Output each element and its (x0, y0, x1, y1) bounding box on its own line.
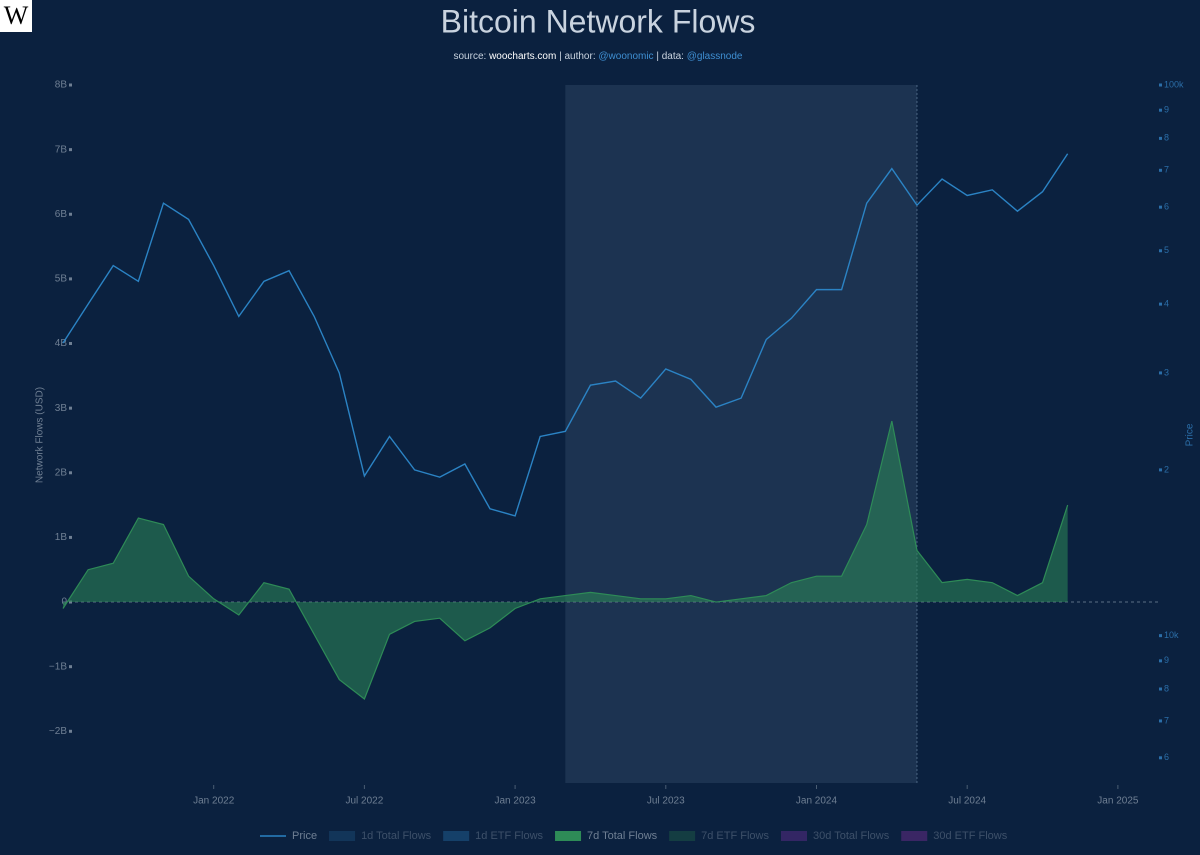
logo: W (4, 1, 29, 30)
subtitle-link[interactable]: @glassnode (687, 51, 743, 62)
y-tick-label: −2B (49, 726, 67, 737)
y2-tick-label: 7 (1164, 715, 1169, 725)
subtitle-link[interactable]: woocharts.com (488, 51, 556, 62)
y2-tick-label: 5 (1164, 245, 1169, 255)
legend-label: 1d Total Flows (361, 830, 432, 842)
y2-tick-mark (1159, 108, 1162, 112)
y-tick-mark (69, 665, 72, 669)
x-tick-label: Jan 2023 (495, 796, 537, 807)
y2-tick-label: 100k (1164, 79, 1184, 89)
y-tick-mark (69, 406, 72, 410)
y2-tick-label: 2 (1164, 464, 1169, 474)
y2-tick-label: 8 (1164, 683, 1169, 693)
y-tick-mark (69, 471, 72, 475)
y-tick-label: 3B (55, 403, 68, 414)
legend-item[interactable]: Price (260, 830, 317, 842)
chart-subtitle: source: woocharts.com | author: @woonomi… (453, 51, 742, 62)
legend-item[interactable]: 1d ETF Flows (443, 830, 544, 842)
legend-swatch (443, 831, 470, 841)
chart-title: Bitcoin Network Flows (441, 3, 756, 39)
y2-tick-label: 6 (1164, 752, 1169, 762)
legend-swatch (555, 831, 582, 841)
legend-item[interactable]: 7d ETF Flows (669, 830, 769, 842)
legend-item[interactable]: 30d Total Flows (781, 830, 890, 842)
x-tick-label: Jul 2023 (647, 796, 685, 807)
y2-tick-label: 9 (1164, 655, 1169, 665)
legend-swatch (901, 831, 928, 841)
y-tick-mark (69, 212, 72, 216)
x-tick-label: Jan 2022 (193, 796, 235, 807)
y2-tick-mark (1159, 634, 1162, 638)
y2-tick-mark (1159, 302, 1162, 306)
y2-tick-mark (1159, 756, 1162, 760)
legend-label: Price (292, 830, 317, 842)
y-tick-label: −1B (49, 661, 67, 672)
y-tick-mark (69, 535, 72, 539)
y-tick-label: 8B (55, 80, 68, 91)
y2-axis-title: Price (1185, 423, 1196, 446)
x-tick-label: Jul 2024 (948, 796, 986, 807)
y2-tick-mark (1159, 168, 1162, 172)
x-tick-label: Jul 2022 (345, 796, 383, 807)
legend-label: 7d Total Flows (587, 830, 658, 842)
y-tick-label: 2B (55, 467, 68, 478)
y-tick-label: 6B (55, 209, 68, 220)
y-tick-mark (69, 148, 72, 152)
highlight-region (565, 85, 917, 783)
y-tick-label: 7B (55, 144, 68, 155)
y2-tick-mark (1159, 371, 1162, 375)
subtitle-part: | author: (556, 51, 598, 62)
x-tick-label: Jan 2024 (796, 796, 838, 807)
legend-label: 1d ETF Flows (475, 830, 543, 842)
y2-tick-label: 10k (1164, 630, 1179, 640)
y2-tick-mark (1159, 659, 1162, 663)
logo-box (0, 0, 32, 32)
legend-label: 30d Total Flows (813, 830, 890, 842)
y-axis-title: Network Flows (USD) (35, 387, 46, 483)
y-tick-mark (69, 342, 72, 346)
legend-swatch (329, 831, 356, 841)
legend-item[interactable]: 7d Total Flows (555, 830, 658, 842)
x-tick-label: Jan 2025 (1097, 796, 1139, 807)
y2-tick-mark (1159, 136, 1162, 140)
area-fill (63, 421, 1068, 699)
subtitle-part: source: (453, 51, 489, 62)
legend-swatch (669, 831, 696, 841)
y-tick-mark (69, 277, 72, 281)
y2-tick-label: 9 (1164, 105, 1169, 115)
legend-label: 30d ETF Flows (933, 830, 1007, 842)
y2-tick-mark (1159, 205, 1162, 209)
legend-swatch (781, 831, 807, 841)
price-line (62, 153, 1069, 517)
y2-tick-label: 3 (1164, 367, 1169, 377)
legend-label: 7d ETF Flows (701, 830, 769, 842)
legend-item[interactable]: 30d ETF Flows (901, 830, 1008, 842)
subtitle-part: | data: (654, 51, 687, 62)
y-tick-mark (69, 83, 72, 87)
y-tick-label: 4B (55, 338, 68, 349)
subtitle-link[interactable]: @woonomic (598, 51, 653, 62)
y-tick-label: 5B (55, 274, 68, 285)
y2-tick-label: 7 (1164, 165, 1169, 175)
y2-tick-label: 8 (1164, 133, 1169, 143)
y2-tick-mark (1159, 83, 1162, 87)
y2-tick-mark (1159, 687, 1162, 691)
y-tick-mark (69, 729, 72, 733)
y2-tick-mark (1159, 719, 1162, 723)
y-tick-label: 1B (55, 532, 68, 543)
y2-tick-label: 4 (1164, 298, 1169, 308)
area-line (62, 420, 1069, 700)
y2-tick-label: 6 (1164, 202, 1169, 212)
y2-tick-mark (1159, 468, 1162, 472)
y2-tick-mark (1159, 249, 1162, 253)
legend-item[interactable]: 1d Total Flows (329, 830, 432, 842)
